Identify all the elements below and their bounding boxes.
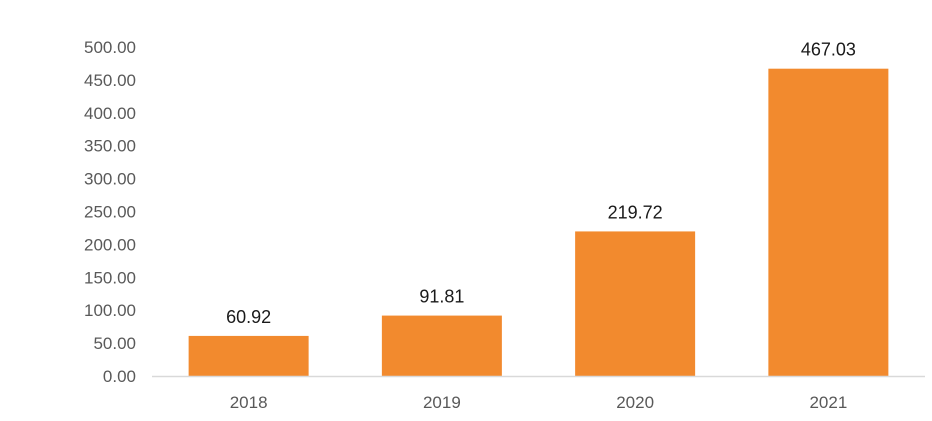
bar-value-label: 91.81 <box>419 287 464 307</box>
bar-2021 <box>768 68 889 376</box>
x-tick-label: 2021 <box>809 393 847 412</box>
y-tick-label: 350.00 <box>84 137 136 156</box>
y-axis-tick-labels: 0.00 50.00 100.00 150.00 200.00 250.00 300.00 3… <box>84 38 136 386</box>
bar-value-labels: 60.92 91.81 219.72 467.03 <box>226 40 856 327</box>
bar-2018 <box>188 335 309 376</box>
x-axis-tick-labels: 2018 2019 2020 2021 <box>230 393 848 412</box>
bar-value-label: 467.03 <box>801 40 856 60</box>
bar-value-label: 60.92 <box>226 307 271 327</box>
bar-2019 <box>381 315 502 376</box>
y-tick-label: 400.00 <box>84 104 136 123</box>
y-tick-label: 250.00 <box>84 203 136 222</box>
y-tick-label: 0.00 <box>103 367 136 386</box>
y-tick-label: 500.00 <box>84 38 136 57</box>
x-tick-label: 2019 <box>423 393 461 412</box>
x-tick-label: 2020 <box>616 393 654 412</box>
bar-series <box>188 68 889 376</box>
y-tick-label: 150.00 <box>84 268 136 287</box>
y-tick-label: 450.00 <box>84 71 136 90</box>
y-tick-label: 200.00 <box>84 235 136 254</box>
y-tick-label: 100.00 <box>84 301 136 320</box>
x-tick-label: 2018 <box>230 393 268 412</box>
bar-value-label: 219.72 <box>608 202 663 222</box>
y-tick-label: 300.00 <box>84 170 136 189</box>
bar-2020 <box>575 231 696 376</box>
y-tick-label: 50.00 <box>93 334 136 353</box>
